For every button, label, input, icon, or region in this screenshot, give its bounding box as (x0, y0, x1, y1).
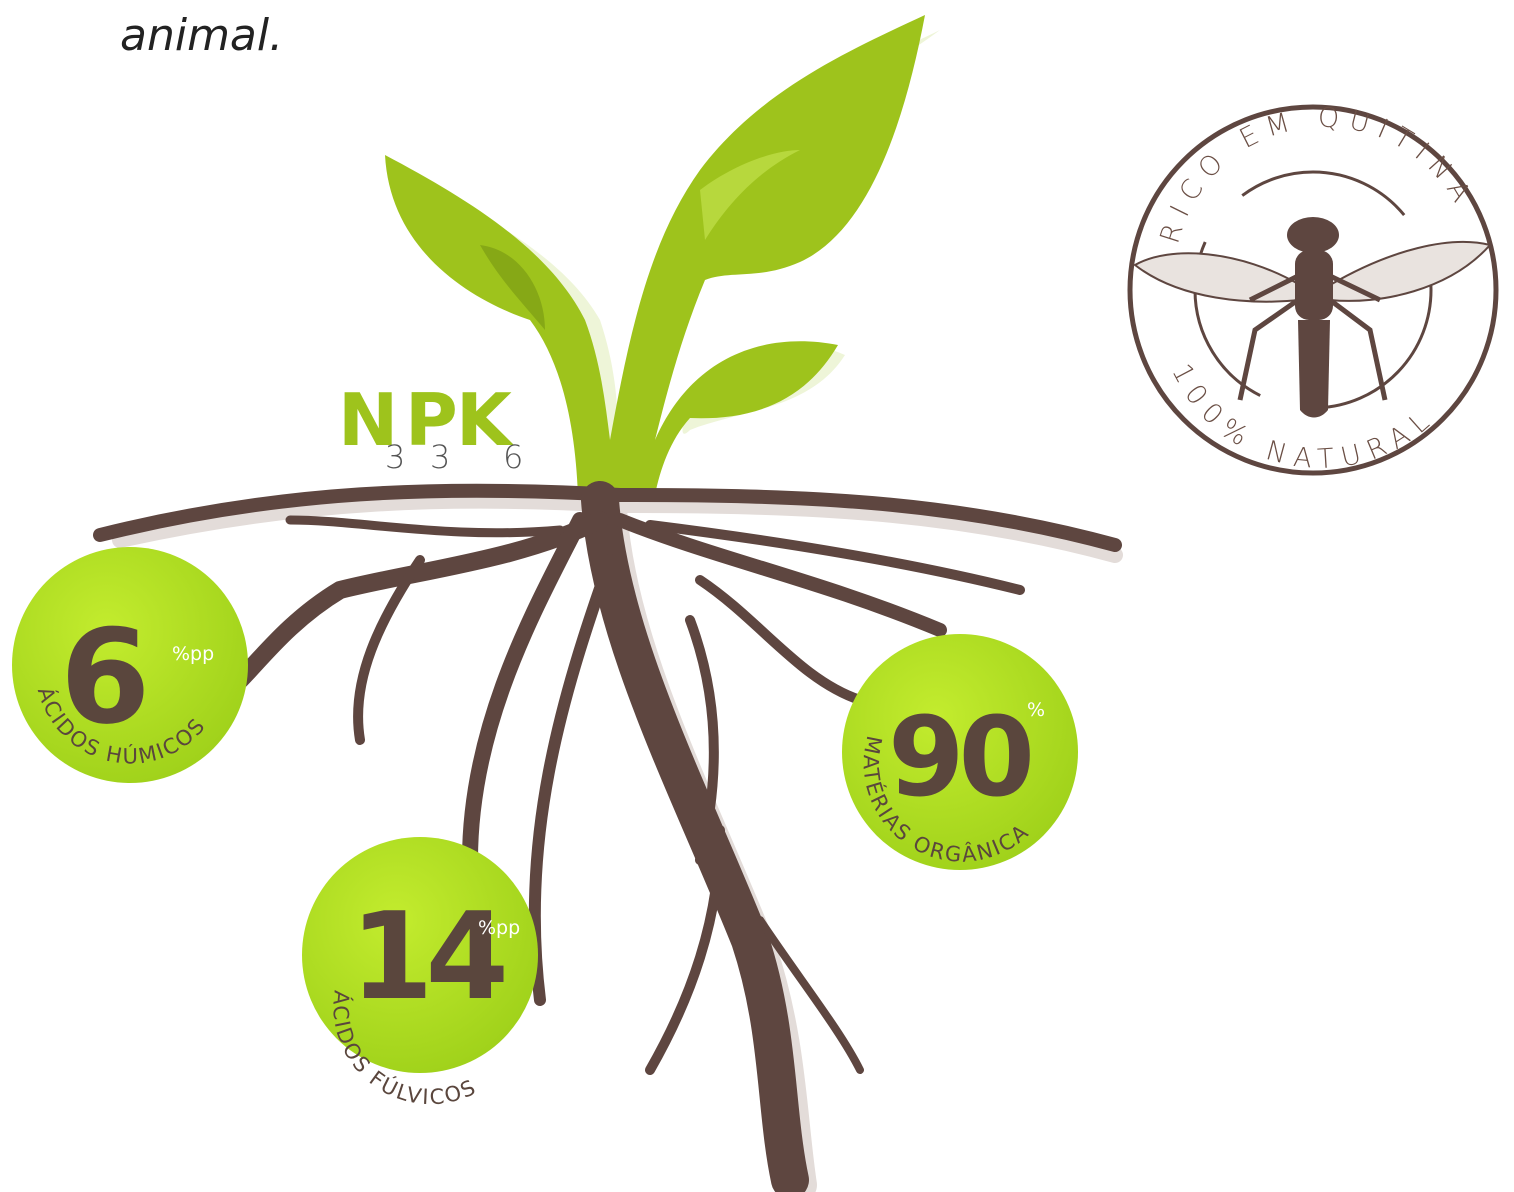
stat-value: 14 (350, 888, 503, 1027)
stat-humicos: 6 %pp ÁCIDOS HÚMICOS (12, 547, 248, 783)
stat-value: 90 (888, 693, 1031, 821)
intro-text: animal. (120, 10, 283, 61)
stat-unit: % (1027, 699, 1045, 721)
stat-unit: %pp (478, 917, 520, 939)
npk-value: 3 (385, 438, 405, 476)
stat-fulvicos: 14 %pp ÁCIDOS FÚLVICOS (302, 837, 538, 1109)
page: Infographic html, body { margin: 0; padd… (0, 0, 1514, 1192)
page-body: {"intro_text": "animal.", "npk": {"lette… (0, 0, 1514, 1192)
npk-value: 6 (503, 438, 523, 476)
stat-organica: 90 % MATÉRIAS ORGÂNICA (842, 634, 1078, 870)
badge: RICO EM QUITINA 100% NATURAL (1130, 102, 1496, 475)
infographic: animal. N P K 3 3 6 (0, 0, 1514, 1192)
stat-unit: %pp (172, 643, 214, 665)
npk: N P K 3 3 6 (338, 378, 523, 476)
npk-value: 3 (430, 438, 450, 476)
